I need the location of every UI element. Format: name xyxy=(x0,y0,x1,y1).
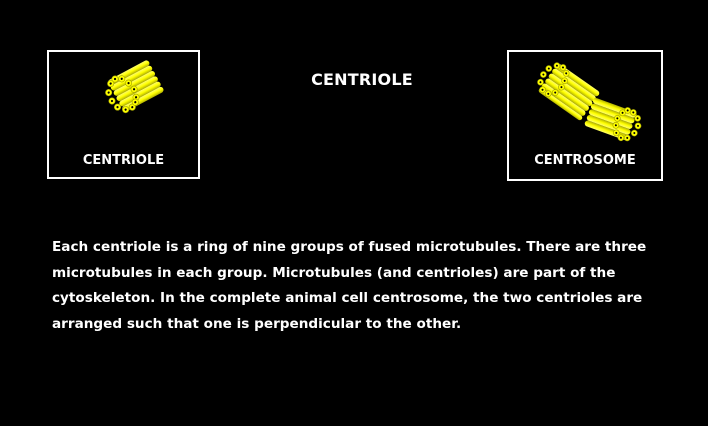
description-text: Each centriole is a ring of nine groups … xyxy=(52,239,647,332)
page-title: CENTRIOLE xyxy=(311,70,413,89)
centrosome-panel: CENTROSOME xyxy=(507,50,663,181)
centriole-panel: CENTRIOLE xyxy=(47,50,200,179)
centriole-icon xyxy=(105,60,164,114)
centrosome-label: CENTROSOME xyxy=(534,153,636,168)
centrosome-icon xyxy=(537,62,642,142)
centriole-label: CENTRIOLE xyxy=(82,153,165,168)
